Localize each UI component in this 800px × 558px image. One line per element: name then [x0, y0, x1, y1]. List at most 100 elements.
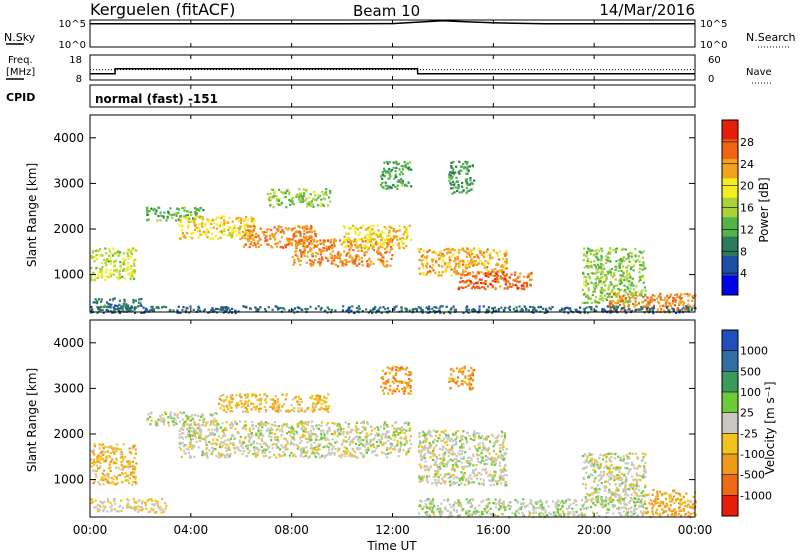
heatmap-cell: [682, 304, 684, 306]
heatmap-cell: [617, 306, 619, 308]
heatmap-cell: [437, 437, 439, 439]
heatmap-cell: [383, 162, 385, 164]
heatmap-cell: [386, 456, 388, 458]
heatmap-cell: [137, 511, 139, 513]
heatmap-cell: [303, 192, 305, 194]
heatmap-cell: [389, 251, 391, 253]
heatmap-cell: [350, 240, 352, 242]
heatmap-cell: [390, 238, 392, 240]
heatmap-cell: [451, 468, 453, 470]
heatmap-cell: [182, 306, 184, 308]
heatmap-cell: [438, 476, 440, 478]
heatmap-cell: [116, 444, 118, 446]
heatmap-cell: [245, 243, 247, 245]
heatmap-cell: [438, 454, 440, 456]
heatmap-cell: [147, 413, 149, 415]
heatmap-cell: [180, 449, 182, 451]
heatmap-cell: [296, 255, 298, 257]
heatmap-cell: [387, 440, 389, 442]
heatmap-cell: [215, 219, 217, 221]
heatmap-cell: [346, 447, 348, 449]
heatmap-cell: [393, 235, 395, 237]
heatmap-cell: [654, 299, 656, 301]
heatmap-cell: [339, 239, 341, 241]
heatmap-cell: [480, 461, 482, 463]
heatmap-cell: [523, 282, 525, 284]
heatmap-cell: [126, 253, 128, 255]
heatmap-cell: [624, 276, 626, 278]
heatmap-cell: [461, 186, 463, 188]
heatmap-cell: [583, 253, 585, 255]
heatmap-cell: [497, 264, 499, 266]
heatmap-cell: [324, 434, 326, 436]
heatmap-cell: [380, 426, 382, 428]
heatmap-cell: [493, 271, 495, 273]
heatmap-cell: [140, 506, 142, 508]
heatmap-cell: [471, 287, 473, 289]
heatmap-cell: [270, 398, 272, 400]
heatmap-cell: [633, 269, 635, 271]
heatmap-cell: [114, 447, 116, 449]
heatmap-cell: [619, 304, 621, 306]
heatmap-cell: [450, 309, 452, 311]
heatmap-cell: [258, 399, 260, 401]
heatmap-cell: [373, 446, 375, 448]
heatmap-cell: [448, 455, 450, 457]
heatmap-cell: [326, 432, 328, 434]
heatmap-cell: [114, 475, 116, 477]
heatmap-cell: [331, 452, 333, 454]
heatmap-cell: [104, 279, 106, 281]
heatmap-cell: [376, 234, 378, 236]
heatmap-cell: [258, 449, 260, 451]
heatmap-cell: [588, 295, 590, 297]
heatmap-cell: [426, 266, 428, 268]
heatmap-cell: [233, 227, 235, 229]
heatmap-cell: [318, 428, 320, 430]
heatmap-cell: [189, 427, 191, 429]
heatmap-cell: [468, 262, 470, 264]
heatmap-cell: [224, 456, 226, 458]
heatmap-cell: [378, 445, 380, 447]
heatmap-cell: [210, 309, 212, 311]
heatmap-cell: [231, 407, 233, 409]
heatmap-cell: [269, 406, 271, 408]
heatmap-cell: [130, 474, 132, 476]
heatmap-cell: [203, 420, 205, 422]
heatmap-cell: [181, 225, 183, 227]
heatmap-cell: [365, 235, 367, 237]
heatmap-cell: [255, 455, 257, 457]
heatmap-cell: [189, 436, 191, 438]
heatmap-cell: [400, 445, 402, 447]
heatmap-cell: [487, 436, 489, 438]
heatmap-cell: [109, 273, 111, 275]
heatmap-cell: [326, 249, 328, 251]
heatmap-cell: [161, 306, 163, 308]
heatmap-cell: [113, 483, 115, 485]
heatmap-cell: [369, 235, 371, 237]
heatmap-cell: [446, 262, 448, 264]
heatmap-cell: [243, 450, 245, 452]
heatmap-cell: [169, 309, 171, 311]
heatmap-cell: [453, 184, 455, 186]
heatmap-cell: [610, 296, 612, 298]
heatmap-cell: [629, 283, 631, 285]
heatmap-cell: [338, 256, 340, 258]
heatmap-cell: [406, 185, 408, 187]
heatmap-cell: [300, 233, 302, 235]
heatmap-cell: [586, 252, 588, 254]
heatmap-cell: [458, 161, 460, 163]
heatmap-cell: [287, 448, 289, 450]
heatmap-cell: [95, 298, 97, 300]
heatmap-cell: [356, 447, 358, 449]
heatmap-cell: [201, 438, 203, 440]
heatmap-cell: [445, 269, 447, 271]
heatmap-cell: [352, 441, 354, 443]
heatmap-cell: [205, 422, 207, 424]
heatmap-cell: [108, 248, 110, 250]
heatmap-cell: [342, 433, 344, 435]
heatmap-cell: [194, 218, 196, 220]
heatmap-cell: [639, 261, 641, 263]
heatmap-cell: [123, 303, 125, 305]
heatmap-cell: [124, 305, 126, 307]
heatmap-cell: [197, 306, 199, 308]
